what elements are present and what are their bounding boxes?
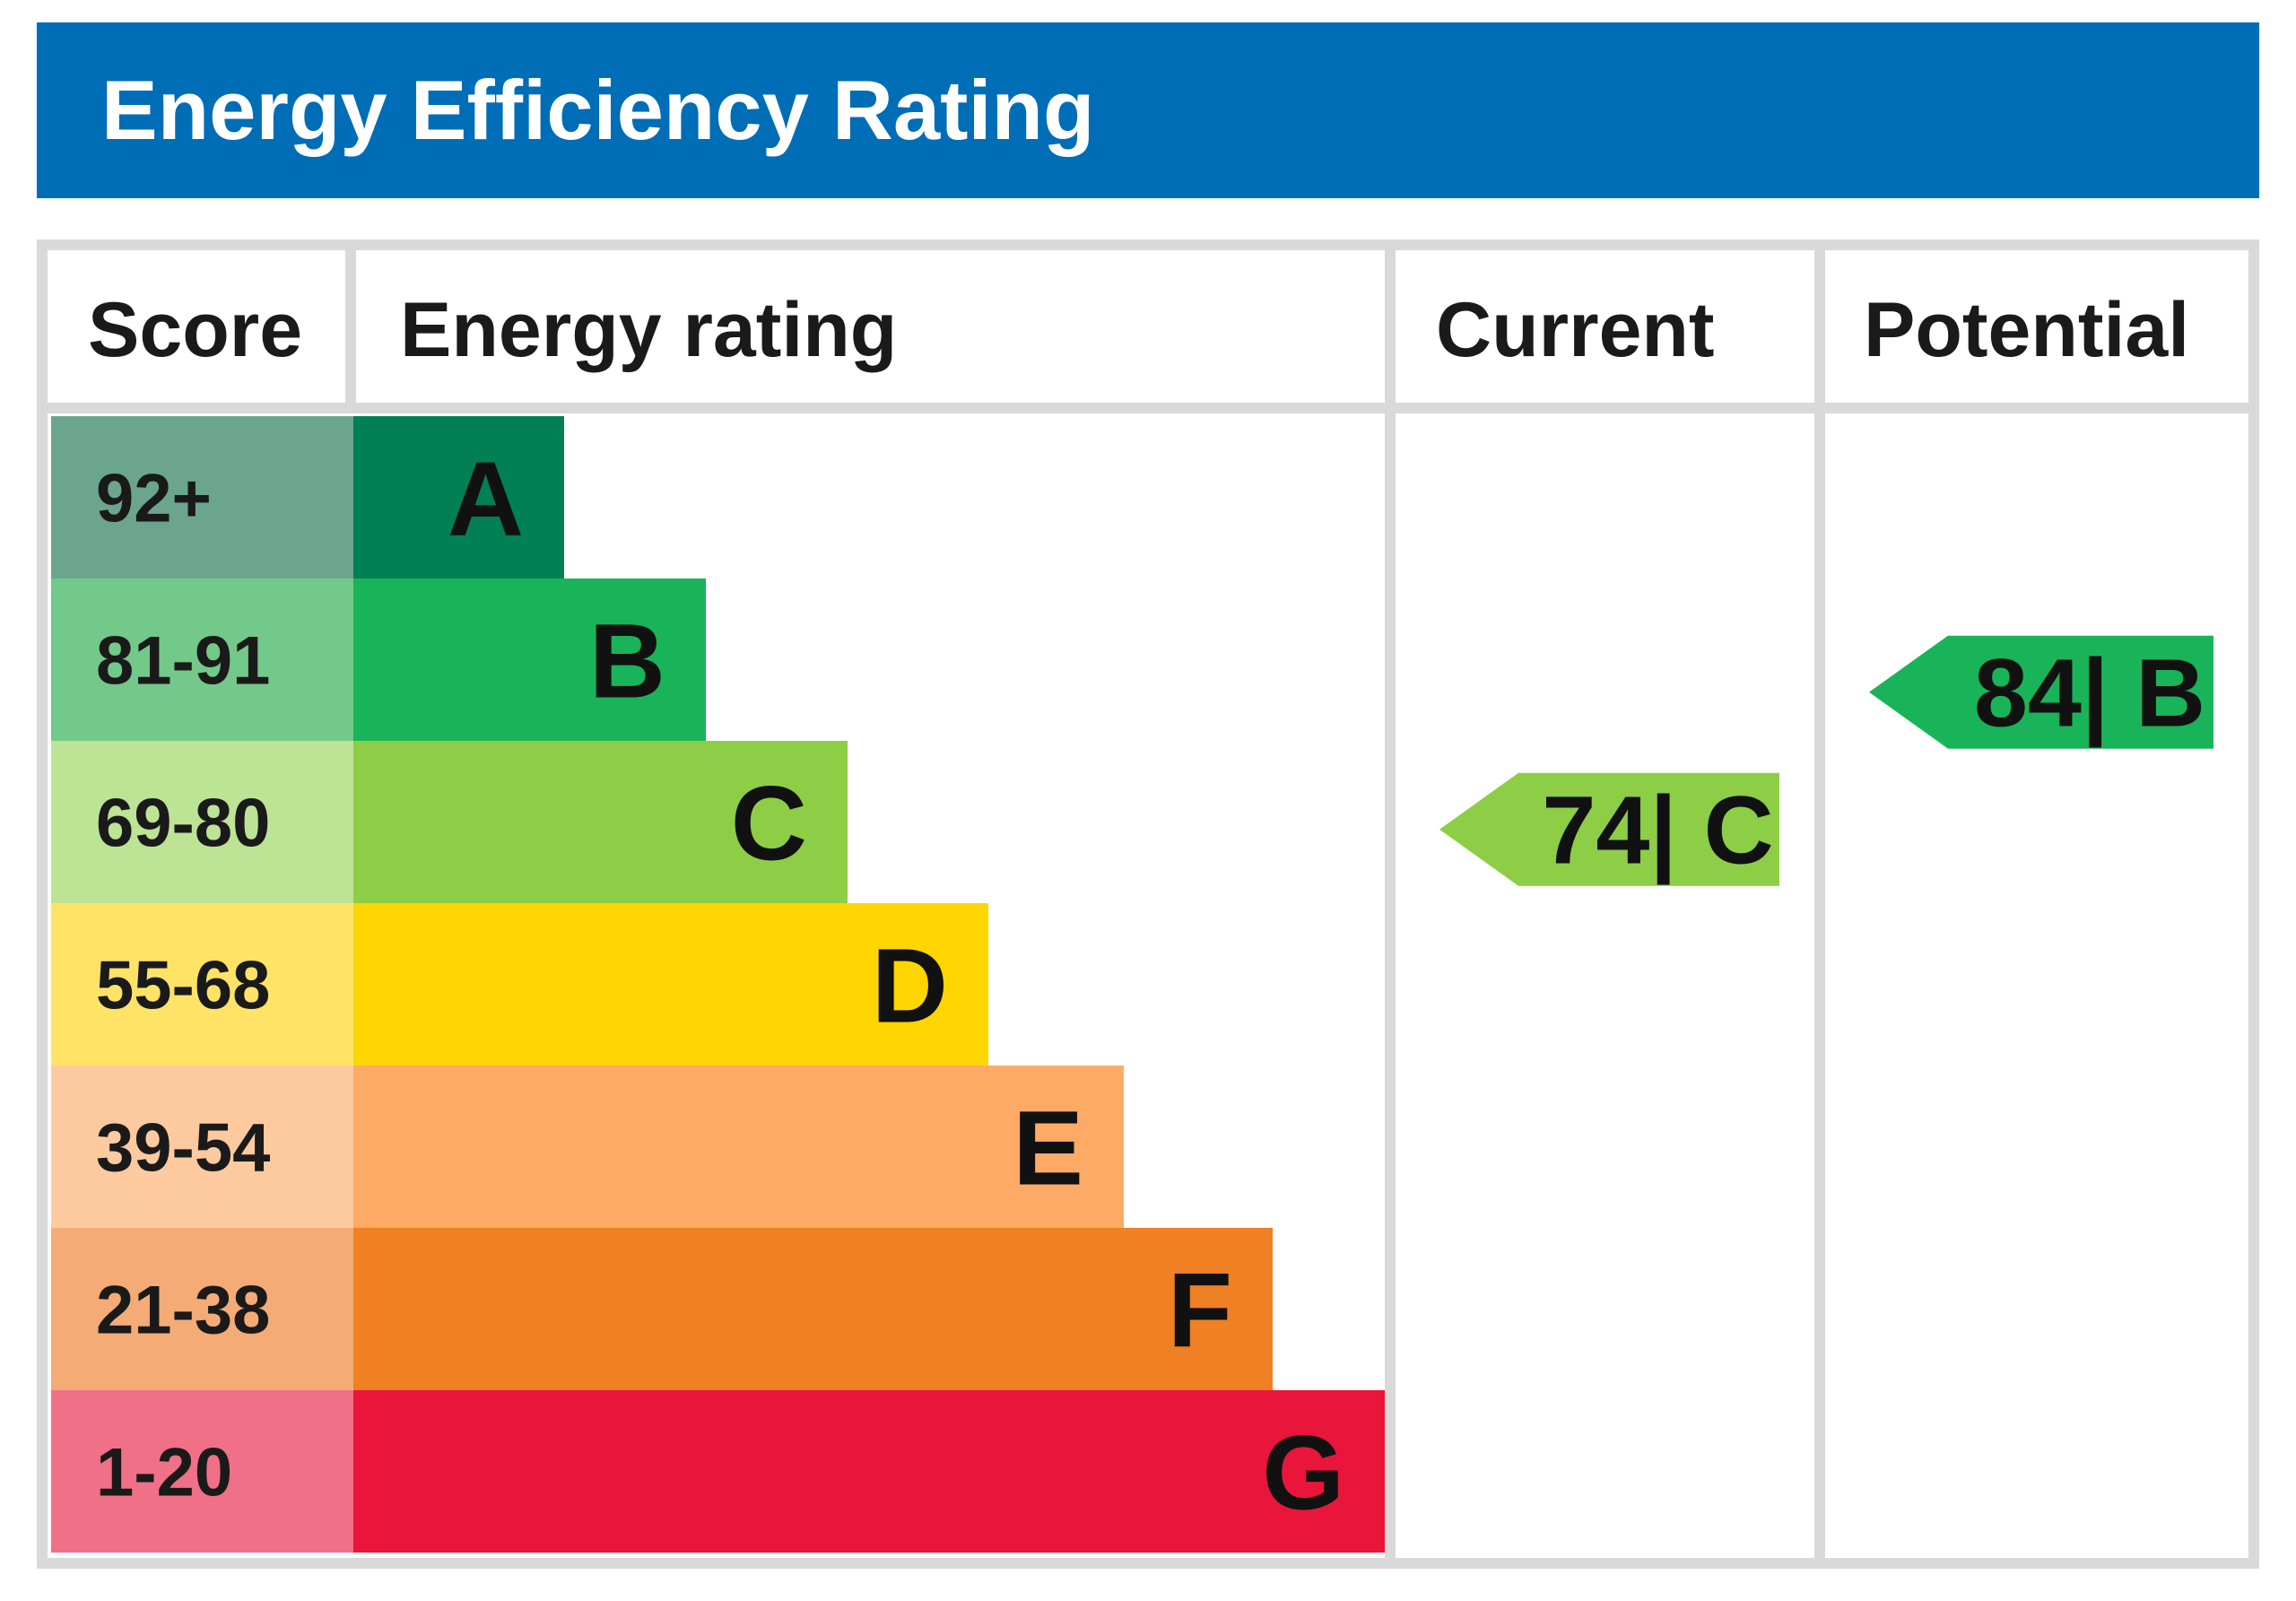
- rating-letter-b: B: [589, 603, 665, 721]
- score-cell-g: [51, 1390, 353, 1553]
- rating-bar-f: [353, 1228, 1273, 1390]
- current-rating-label: 74| C: [1542, 776, 1773, 886]
- header-energy-rating: Energy rating: [400, 287, 897, 373]
- rating-bar-b: [353, 579, 706, 741]
- current-rating-arrow: [1439, 772, 1779, 886]
- score-cell-a: [51, 416, 353, 579]
- rating-bar-a: [353, 416, 564, 579]
- rating-letter-a: A: [448, 440, 524, 559]
- table-border: [37, 239, 2259, 1569]
- title-bar: Energy Efficiency Rating: [37, 22, 2259, 198]
- header-potential: Potential: [1864, 287, 2189, 373]
- score-cell-f: [51, 1228, 353, 1390]
- score-label-g: 1-20: [96, 1435, 232, 1511]
- rating-bar-e: [353, 1066, 1124, 1228]
- score-cell-b: [51, 579, 353, 741]
- rating-bar-g: [353, 1390, 1385, 1553]
- rating-bar-c: [353, 741, 848, 903]
- rating-letter-e: E: [1013, 1090, 1083, 1208]
- header-current: Current: [1436, 287, 1715, 373]
- table-frame: [37, 239, 2259, 1569]
- rating-letter-g: G: [1262, 1414, 1344, 1533]
- rating-bands: 92+ A 81-91 B 69-80 C 55-68 D 39-54 E 21-38 F 1-20 G: [51, 416, 1385, 1553]
- chart-title: Energy Efficiency Rating: [101, 63, 1095, 157]
- potential-rating-label: 84| B: [1974, 639, 2205, 749]
- potential-rating-arrow: [1869, 635, 2213, 749]
- header-score: Score: [88, 287, 302, 373]
- rating-letter-d: D: [872, 927, 948, 1046]
- score-label-a: 92+: [96, 461, 212, 537]
- score-cell-d: [51, 903, 353, 1066]
- score-label-c: 69-80: [96, 786, 270, 862]
- score-cell-c: [51, 741, 353, 903]
- score-cell-e: [51, 1066, 353, 1228]
- rating-letter-f: F: [1168, 1252, 1232, 1370]
- rating-letter-c: C: [731, 765, 807, 883]
- score-label-d: 55-68: [96, 948, 270, 1024]
- score-label-b: 81-91: [96, 623, 270, 700]
- rating-bar-d: [353, 903, 988, 1066]
- rating-indicators: 74| C 84| B: [1439, 635, 2213, 886]
- score-label-f: 21-38: [96, 1273, 270, 1349]
- score-label-e: 39-54: [96, 1110, 270, 1187]
